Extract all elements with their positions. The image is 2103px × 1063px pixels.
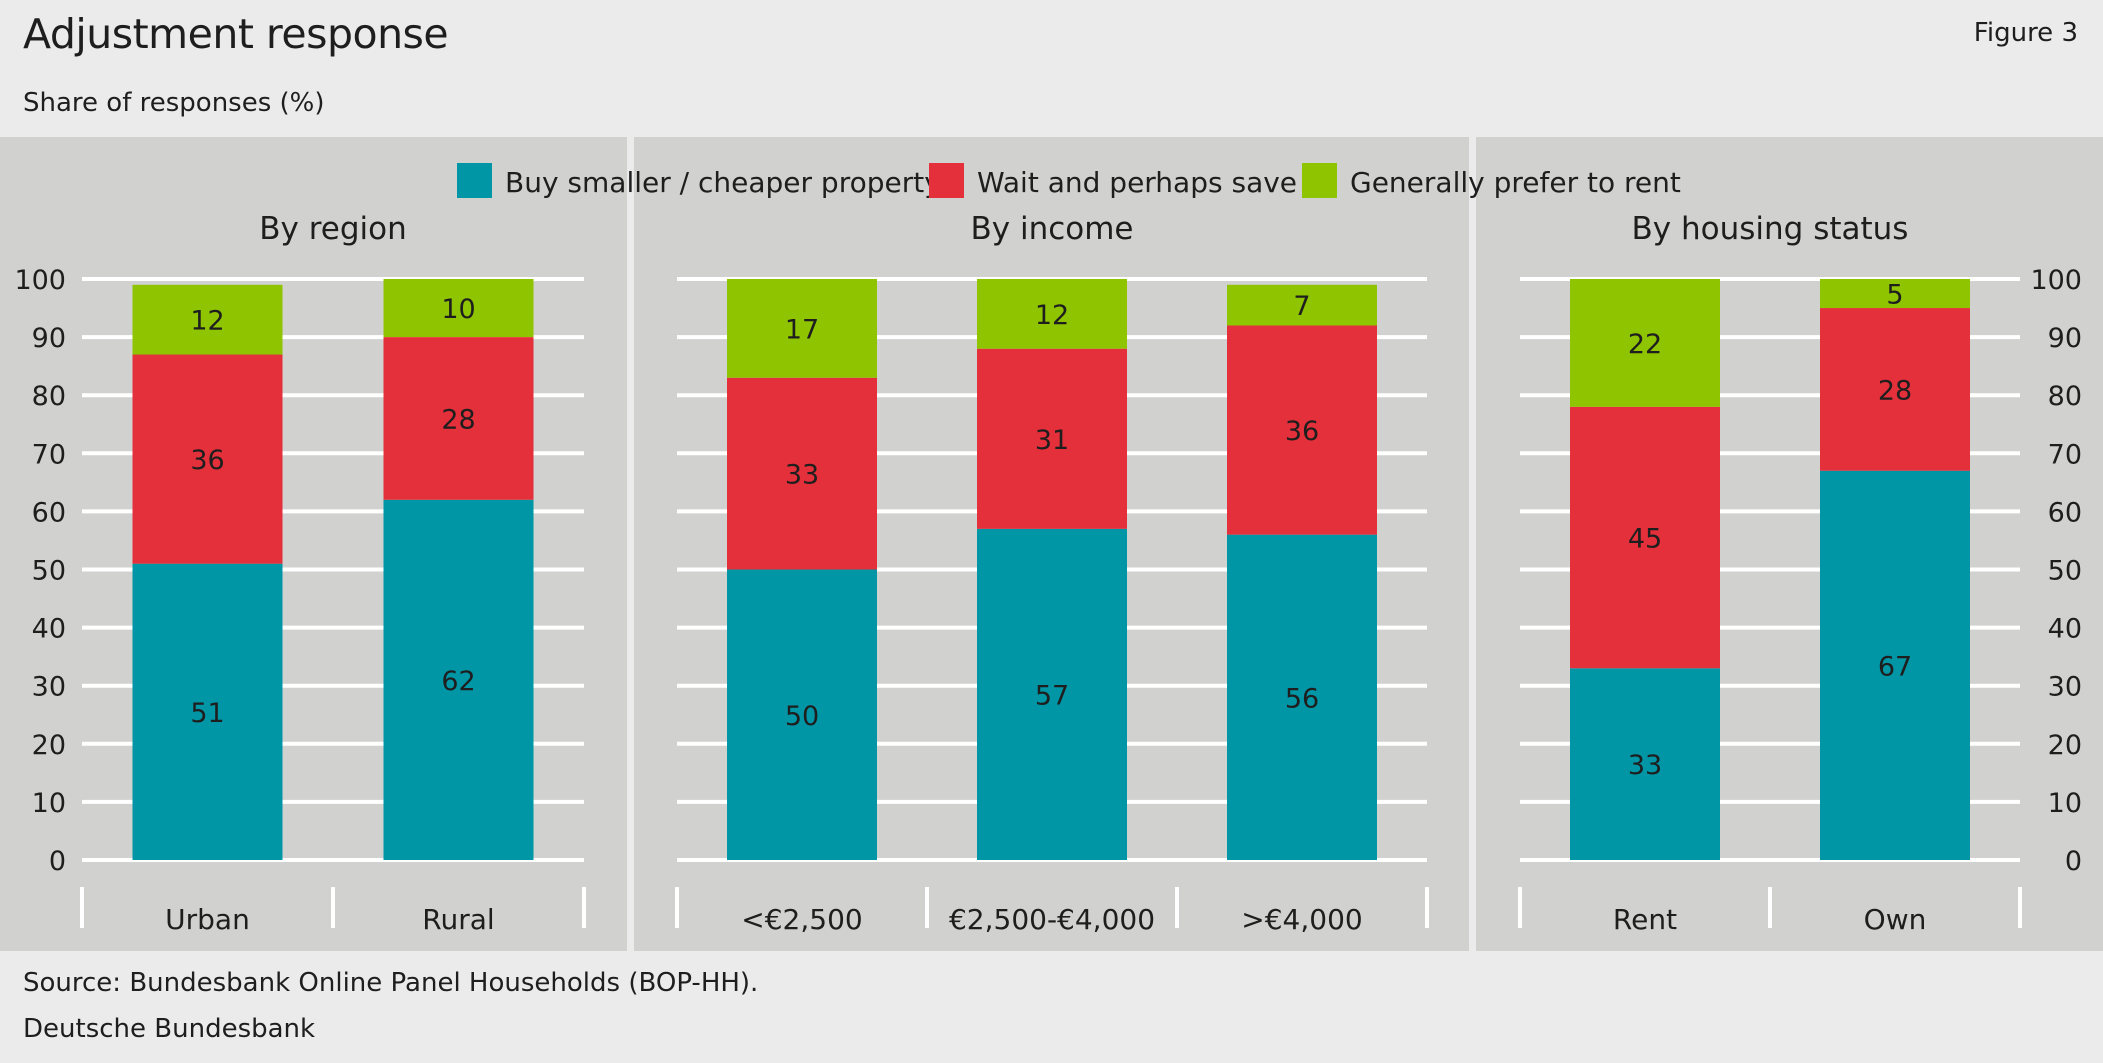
data-label: 36 bbox=[1285, 416, 1319, 447]
legend-label-3: Generally prefer to rent bbox=[1350, 166, 1681, 199]
bar-segment bbox=[1820, 279, 1970, 309]
category-label: €2,500-€4,000 bbox=[949, 903, 1155, 936]
source-note: Source: Bundesbank Online Panel Househol… bbox=[23, 968, 759, 998]
bar-segment bbox=[383, 279, 534, 338]
data-label: 7 bbox=[1293, 291, 1310, 322]
y-tick-label-right: 20 bbox=[2048, 730, 2082, 761]
panel-title-2: By income bbox=[970, 211, 1133, 247]
chart-subtitle: Share of responses (%) bbox=[23, 88, 325, 118]
bar-segment bbox=[1227, 534, 1377, 860]
category-label: Urban bbox=[165, 903, 250, 936]
y-tick-label-right: 10 bbox=[2048, 788, 2082, 819]
bar-segment bbox=[727, 279, 877, 378]
y-tick-label-right: 70 bbox=[2048, 439, 2082, 470]
bar-segment bbox=[1570, 279, 1720, 407]
y-tick-label-right: 30 bbox=[2048, 672, 2082, 703]
y-tick-label-left: 100 bbox=[14, 265, 66, 296]
y-tick-label-right: 50 bbox=[2048, 556, 2082, 587]
panel-title-3: By housing status bbox=[1632, 211, 1909, 247]
legend-label-1: Buy smaller / cheaper property bbox=[505, 166, 941, 199]
bar-segment bbox=[132, 354, 283, 564]
data-label: 17 bbox=[785, 314, 819, 345]
category-label: Rural bbox=[422, 903, 494, 936]
y-tick-label-left: 60 bbox=[32, 497, 66, 528]
data-label: 12 bbox=[1035, 300, 1069, 331]
y-tick-label-right: 60 bbox=[2048, 497, 2082, 528]
y-tick-label-left: 70 bbox=[32, 439, 66, 470]
data-label: 62 bbox=[441, 666, 475, 697]
data-label: 5 bbox=[1886, 280, 1903, 311]
data-label: 50 bbox=[785, 701, 819, 732]
data-label: 12 bbox=[190, 306, 224, 337]
bar-segment bbox=[132, 284, 283, 355]
data-label: 36 bbox=[190, 445, 224, 476]
data-label: 10 bbox=[441, 294, 475, 325]
legend-swatch-3 bbox=[1302, 163, 1337, 198]
bar-segment bbox=[1820, 308, 1970, 471]
data-label: 67 bbox=[1878, 651, 1912, 682]
data-label: 33 bbox=[1628, 750, 1662, 781]
bar-segment bbox=[383, 337, 534, 500]
bar-segment bbox=[727, 377, 877, 570]
bar-segment bbox=[1227, 325, 1377, 535]
category-label: >€4,000 bbox=[1241, 903, 1362, 936]
y-tick-label-left: 90 bbox=[32, 323, 66, 354]
data-label: 56 bbox=[1285, 683, 1319, 714]
data-label: 22 bbox=[1628, 329, 1662, 360]
y-tick-label-right: 0 bbox=[2065, 846, 2082, 877]
category-label: Rent bbox=[1613, 903, 1677, 936]
y-tick-label-left: 40 bbox=[32, 614, 66, 645]
y-tick-label-left: 20 bbox=[32, 730, 66, 761]
data-label: 51 bbox=[190, 698, 224, 729]
bar-segment bbox=[1227, 284, 1377, 326]
legend-swatch-2 bbox=[929, 163, 964, 198]
data-label: 33 bbox=[785, 460, 819, 491]
figure-label: Figure 3 bbox=[1973, 18, 2078, 48]
y-tick-label-right: 40 bbox=[2048, 614, 2082, 645]
y-tick-label-left: 10 bbox=[32, 788, 66, 819]
bar-segment bbox=[977, 279, 1127, 349]
y-tick-label-left: 80 bbox=[32, 381, 66, 412]
category-label: Own bbox=[1864, 903, 1927, 936]
bar-segment bbox=[727, 569, 877, 860]
y-tick-label-left: 30 bbox=[32, 672, 66, 703]
bar-segment bbox=[132, 563, 283, 860]
data-label: 31 bbox=[1035, 425, 1069, 456]
panel-title-1: By region bbox=[259, 211, 407, 247]
legend-swatch-1 bbox=[457, 163, 492, 198]
data-label: 28 bbox=[441, 404, 475, 435]
bar-segment bbox=[977, 528, 1127, 860]
data-label: 57 bbox=[1035, 680, 1069, 711]
category-label: <€2,500 bbox=[741, 903, 862, 936]
y-tick-label-right: 80 bbox=[2048, 381, 2082, 412]
bar-segment bbox=[1570, 406, 1720, 669]
bar-segment bbox=[977, 348, 1127, 529]
data-label: 45 bbox=[1628, 524, 1662, 555]
publisher-note: Deutsche Bundesbank bbox=[23, 1014, 316, 1044]
chart-title: Adjustment response bbox=[23, 10, 449, 58]
y-tick-label-left: 50 bbox=[32, 556, 66, 587]
data-label: 28 bbox=[1878, 375, 1912, 406]
y-tick-label-left: 0 bbox=[49, 846, 66, 877]
legend-label-2: Wait and perhaps save bbox=[977, 166, 1297, 199]
y-tick-label-right: 90 bbox=[2048, 323, 2082, 354]
y-tick-label-right: 100 bbox=[2030, 265, 2082, 296]
bar-segment bbox=[383, 499, 534, 860]
bar-segment bbox=[1570, 668, 1720, 860]
bar-segment bbox=[1820, 470, 1970, 860]
